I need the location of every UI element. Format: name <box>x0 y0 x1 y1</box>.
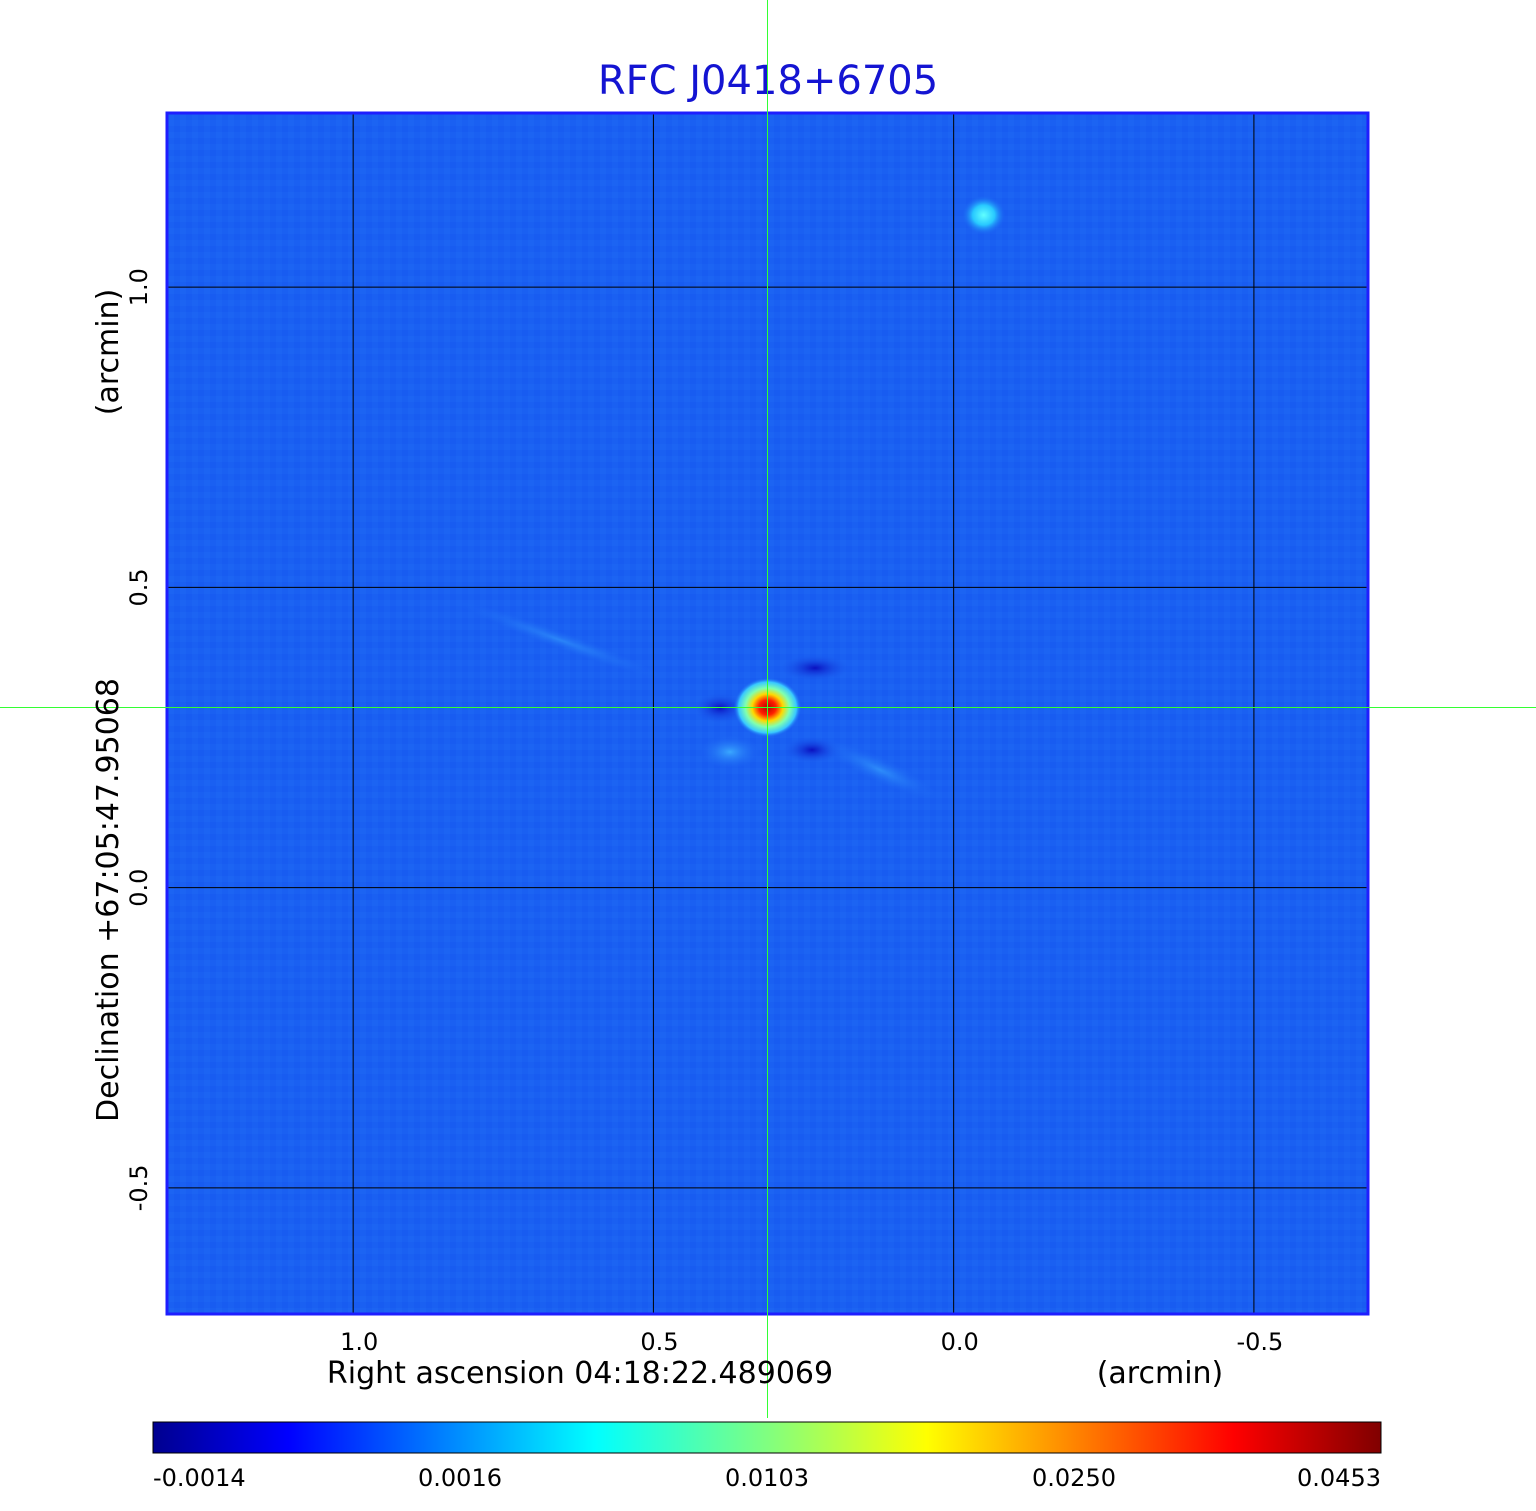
colorbar-tick-label: 0.0250 <box>1032 1464 1116 1492</box>
source-secondary <box>961 195 1006 236</box>
y-tick-label: 1.0 <box>125 268 153 306</box>
y-tick-label: 0.0 <box>125 869 153 907</box>
x-tick-label: 0.5 <box>640 1328 678 1356</box>
colorbar-tick-label: 0.0016 <box>418 1464 502 1492</box>
x-tick-label: 0.0 <box>941 1328 979 1356</box>
crosshair <box>0 0 1536 1418</box>
x-tick-label: 1.0 <box>340 1328 378 1356</box>
y-axis-unit: (arcmin) <box>91 289 126 416</box>
x-tick-label: -0.5 <box>1236 1328 1283 1356</box>
colorbar-tick-label: 0.0453 <box>1297 1464 1381 1492</box>
colorbar <box>152 1421 1382 1454</box>
y-tick-label: -0.5 <box>125 1164 153 1211</box>
colorbar-tick-label: 0.0103 <box>725 1464 809 1492</box>
colorbar-tick-label: -0.0014 <box>153 1464 246 1492</box>
x-axis-unit: (arcmin) <box>1097 1356 1224 1391</box>
x-axis-label: Right ascension 04:18:22.489069 <box>327 1356 833 1391</box>
y-axis-label: Declination +67:05:47.95068 <box>91 678 126 1122</box>
y-tick-label: 0.5 <box>125 568 153 606</box>
